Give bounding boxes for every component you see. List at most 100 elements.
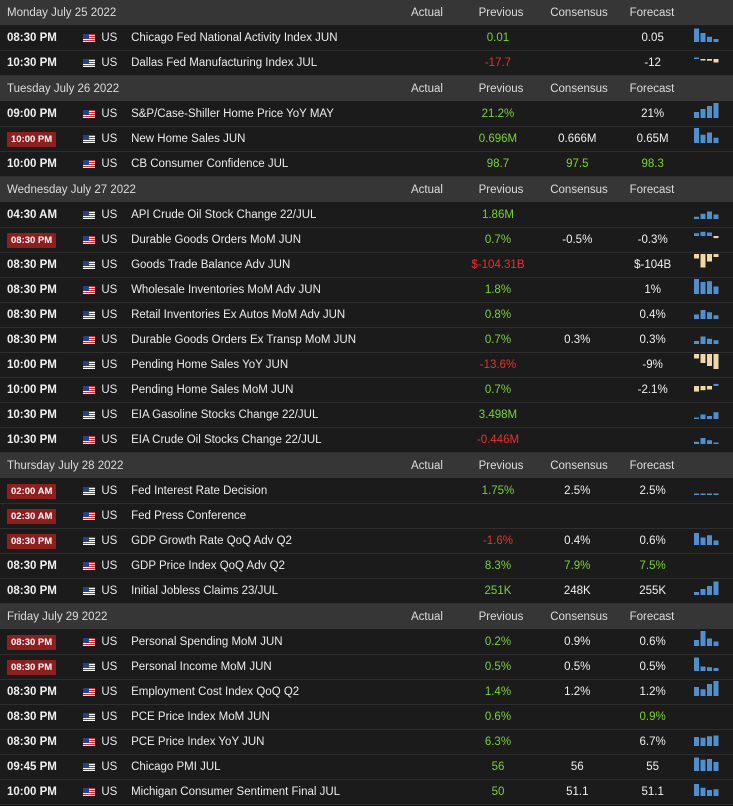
event-sparkline: [688, 479, 733, 504]
event-name[interactable]: New Home Sales JUN: [131, 133, 246, 145]
col-actual-header: Actual: [411, 82, 443, 95]
event-name[interactable]: Pending Home Sales MoM JUN: [131, 384, 294, 396]
event-name[interactable]: EIA Crude Oil Stocks Change 22/JUL: [131, 434, 322, 446]
sparkline-bar: [713, 235, 719, 238]
event-country: US: [101, 585, 118, 597]
sparkline-chart: [694, 102, 719, 118]
event-name[interactable]: API Crude Oil Stock Change 22/JUL: [131, 209, 317, 221]
event-name[interactable]: GDP Price Index QoQ Adv Q2: [131, 560, 285, 572]
event-row[interactable]: 10:00 PM US CB Consumer Confidence JUL 98.7…: [0, 152, 733, 177]
sparkline-bar: [700, 336, 706, 344]
event-row[interactable]: 08:30 PM US Retail Inventories Ex Autos Mo…: [0, 303, 733, 328]
sparkline-bar: [707, 280, 713, 294]
event-name[interactable]: Employment Cost Index QoQ Q2: [131, 686, 300, 698]
event-row[interactable]: 04:30 AM US API Crude Oil Stock Change 22/…: [0, 203, 733, 228]
event-row[interactable]: 10:30 PM US Dallas Fed Manufacturing Index…: [0, 51, 733, 76]
sparkline-bar: [713, 667, 719, 671]
event-row[interactable]: 10:30 PM US EIA Crude Oil Stocks Change 22…: [0, 428, 733, 453]
event-country: US: [101, 535, 118, 547]
sparkline-bar: [694, 57, 700, 59]
sparkline-chart: [694, 757, 719, 771]
event-row[interactable]: 10:00 PM US Pending Home Sales YoY JUN -13.…: [0, 353, 733, 378]
event-row[interactable]: 08:30 PM US GDP Growth Rate QoQ Adv Q2 -1.6…: [0, 529, 733, 554]
event-name[interactable]: Dallas Fed Manufacturing Index JUL: [131, 57, 318, 69]
event-name[interactable]: S&P/Case-Shiller Home Price YoY MAY: [131, 108, 334, 120]
us-flag-icon: [83, 663, 96, 671]
sparkline-chart: [694, 630, 719, 646]
event-name[interactable]: Personal Income MoM JUN: [131, 661, 272, 673]
sparkline-bar: [694, 314, 700, 319]
high-impact-time-badge: 02:00 AM: [7, 483, 57, 499]
event-row[interactable]: 09:00 PM US S&P/Case-Shiller Home Price Yo…: [0, 102, 733, 127]
col-actual-header: Actual: [411, 610, 443, 623]
event-row[interactable]: 10:00 PM US New Home Sales JUN 0.696M 0.666M…: [0, 127, 733, 152]
event-name[interactable]: PCE Price Index YoY JUN: [131, 736, 265, 748]
high-impact-time-badge: 08:30 PM: [7, 232, 57, 248]
event-row[interactable]: 08:30 PM US PCE Price Index YoY JUN 6.3% 6.7…: [0, 730, 733, 755]
sparkline-bar: [713, 214, 719, 219]
event-row[interactable]: 08:30 PM US Wholesale Inventories MoM Adv …: [0, 278, 733, 303]
event-row[interactable]: 08:30 PM US PCE Price Index MoM JUN 0.6% 0.9…: [0, 705, 733, 730]
event-sparkline: [688, 554, 733, 579]
event-row[interactable]: 10:30 PM US EIA Gasoline Stocks Change 22/…: [0, 403, 733, 428]
sparkline-bar: [694, 783, 700, 796]
event-name[interactable]: Chicago Fed National Activity Index JUN: [131, 32, 338, 44]
event-row[interactable]: 08:30 PM US GDP Price Index QoQ Adv Q2 8.3%…: [0, 554, 733, 579]
event-row[interactable]: 08:30 PM US Chicago Fed National Activity …: [0, 26, 733, 51]
event-consensus: 51.1: [566, 786, 589, 798]
us-flag-icon: [83, 286, 96, 294]
event-name[interactable]: Durable Goods Orders MoM JUN: [131, 234, 302, 246]
sparkline-bar: [700, 737, 706, 746]
event-row[interactable]: 02:30 AM US Fed Press Conference: [0, 504, 733, 529]
event-name[interactable]: EIA Gasoline Stocks Change 22/JUL: [131, 409, 319, 421]
event-name[interactable]: Goods Trade Balance Adv JUN: [131, 259, 291, 271]
event-previous: $-104.31B: [471, 259, 525, 271]
us-flag-icon: [83, 713, 96, 721]
sparkline-bar: [694, 441, 700, 444]
sparkline-bar: [713, 137, 719, 143]
sparkline-bar: [694, 127, 700, 143]
event-name[interactable]: Chicago PMI JUL: [131, 761, 221, 773]
sparkline-bar: [707, 36, 713, 42]
event-name[interactable]: Durable Goods Orders Ex Transp MoM JUN: [131, 334, 357, 346]
event-forecast: 0.5%: [639, 661, 666, 673]
event-sparkline: [688, 203, 733, 228]
event-name[interactable]: Pending Home Sales YoY JUN: [131, 359, 289, 371]
sparkline-bar: [700, 787, 706, 796]
event-row[interactable]: 08:30 PM US Personal Income MoM JUN 0.5% 0.5…: [0, 655, 733, 680]
event-name[interactable]: Wholesale Inventories MoM Adv JUN: [131, 284, 321, 296]
event-sparkline: [688, 504, 733, 529]
sparkline-chart: [694, 353, 719, 369]
event-name[interactable]: Michigan Consumer Sentiment Final JUL: [131, 786, 341, 798]
event-time: 08:30 PM: [7, 259, 57, 271]
event-country: US: [101, 636, 118, 648]
event-previous: 0.6%: [484, 711, 512, 723]
sparkline-bar: [713, 253, 719, 257]
us-flag-icon: [83, 763, 96, 771]
event-name[interactable]: CB Consumer Confidence JUL: [131, 158, 289, 170]
sparkline-bar: [700, 309, 706, 319]
event-row[interactable]: 10:00 PM US Pending Home Sales MoM JUN 0.7%…: [0, 378, 733, 403]
event-row[interactable]: 09:45 PM US Chicago PMI JUL 56 56 55: [0, 755, 733, 780]
event-name[interactable]: GDP Growth Rate QoQ Adv Q2: [131, 535, 292, 547]
event-name[interactable]: Retail Inventories Ex Autos MoM Adv JUN: [131, 309, 346, 321]
event-row[interactable]: 08:30 PM US Initial Jobless Claims 23/JUL 2…: [0, 579, 733, 604]
sparkline-bar: [700, 108, 706, 118]
event-name[interactable]: Personal Spending MoM JUN: [131, 636, 283, 648]
event-name[interactable]: Initial Jobless Claims 23/JUL: [131, 585, 279, 597]
event-row[interactable]: 10:00 PM US Michigan Consumer Sentiment Fi…: [0, 780, 733, 805]
event-row[interactable]: 08:30 PM US Goods Trade Balance Adv JUN $-1…: [0, 253, 733, 278]
day-date: Monday July 25 2022: [7, 6, 117, 19]
event-name[interactable]: Fed Press Conference: [131, 510, 247, 522]
event-name[interactable]: Fed Interest Rate Decision: [131, 485, 268, 497]
event-country: US: [101, 334, 118, 346]
event-row[interactable]: 08:30 PM US Personal Spending MoM JUN 0.2% 0…: [0, 630, 733, 655]
event-row[interactable]: 08:30 PM US Durable Goods Orders MoM JUN 0.…: [0, 228, 733, 253]
sparkline-bar: [707, 493, 713, 495]
event-row[interactable]: 02:00 AM US Fed Interest Rate Decision 1.75…: [0, 479, 733, 504]
event-name[interactable]: PCE Price Index MoM JUN: [131, 711, 270, 723]
event-row[interactable]: 08:30 PM US Durable Goods Orders Ex Transp…: [0, 328, 733, 353]
event-country: US: [101, 259, 118, 271]
event-sparkline: [688, 127, 733, 152]
event-row[interactable]: 08:30 PM US Employment Cost Index QoQ Q2 1.…: [0, 680, 733, 705]
